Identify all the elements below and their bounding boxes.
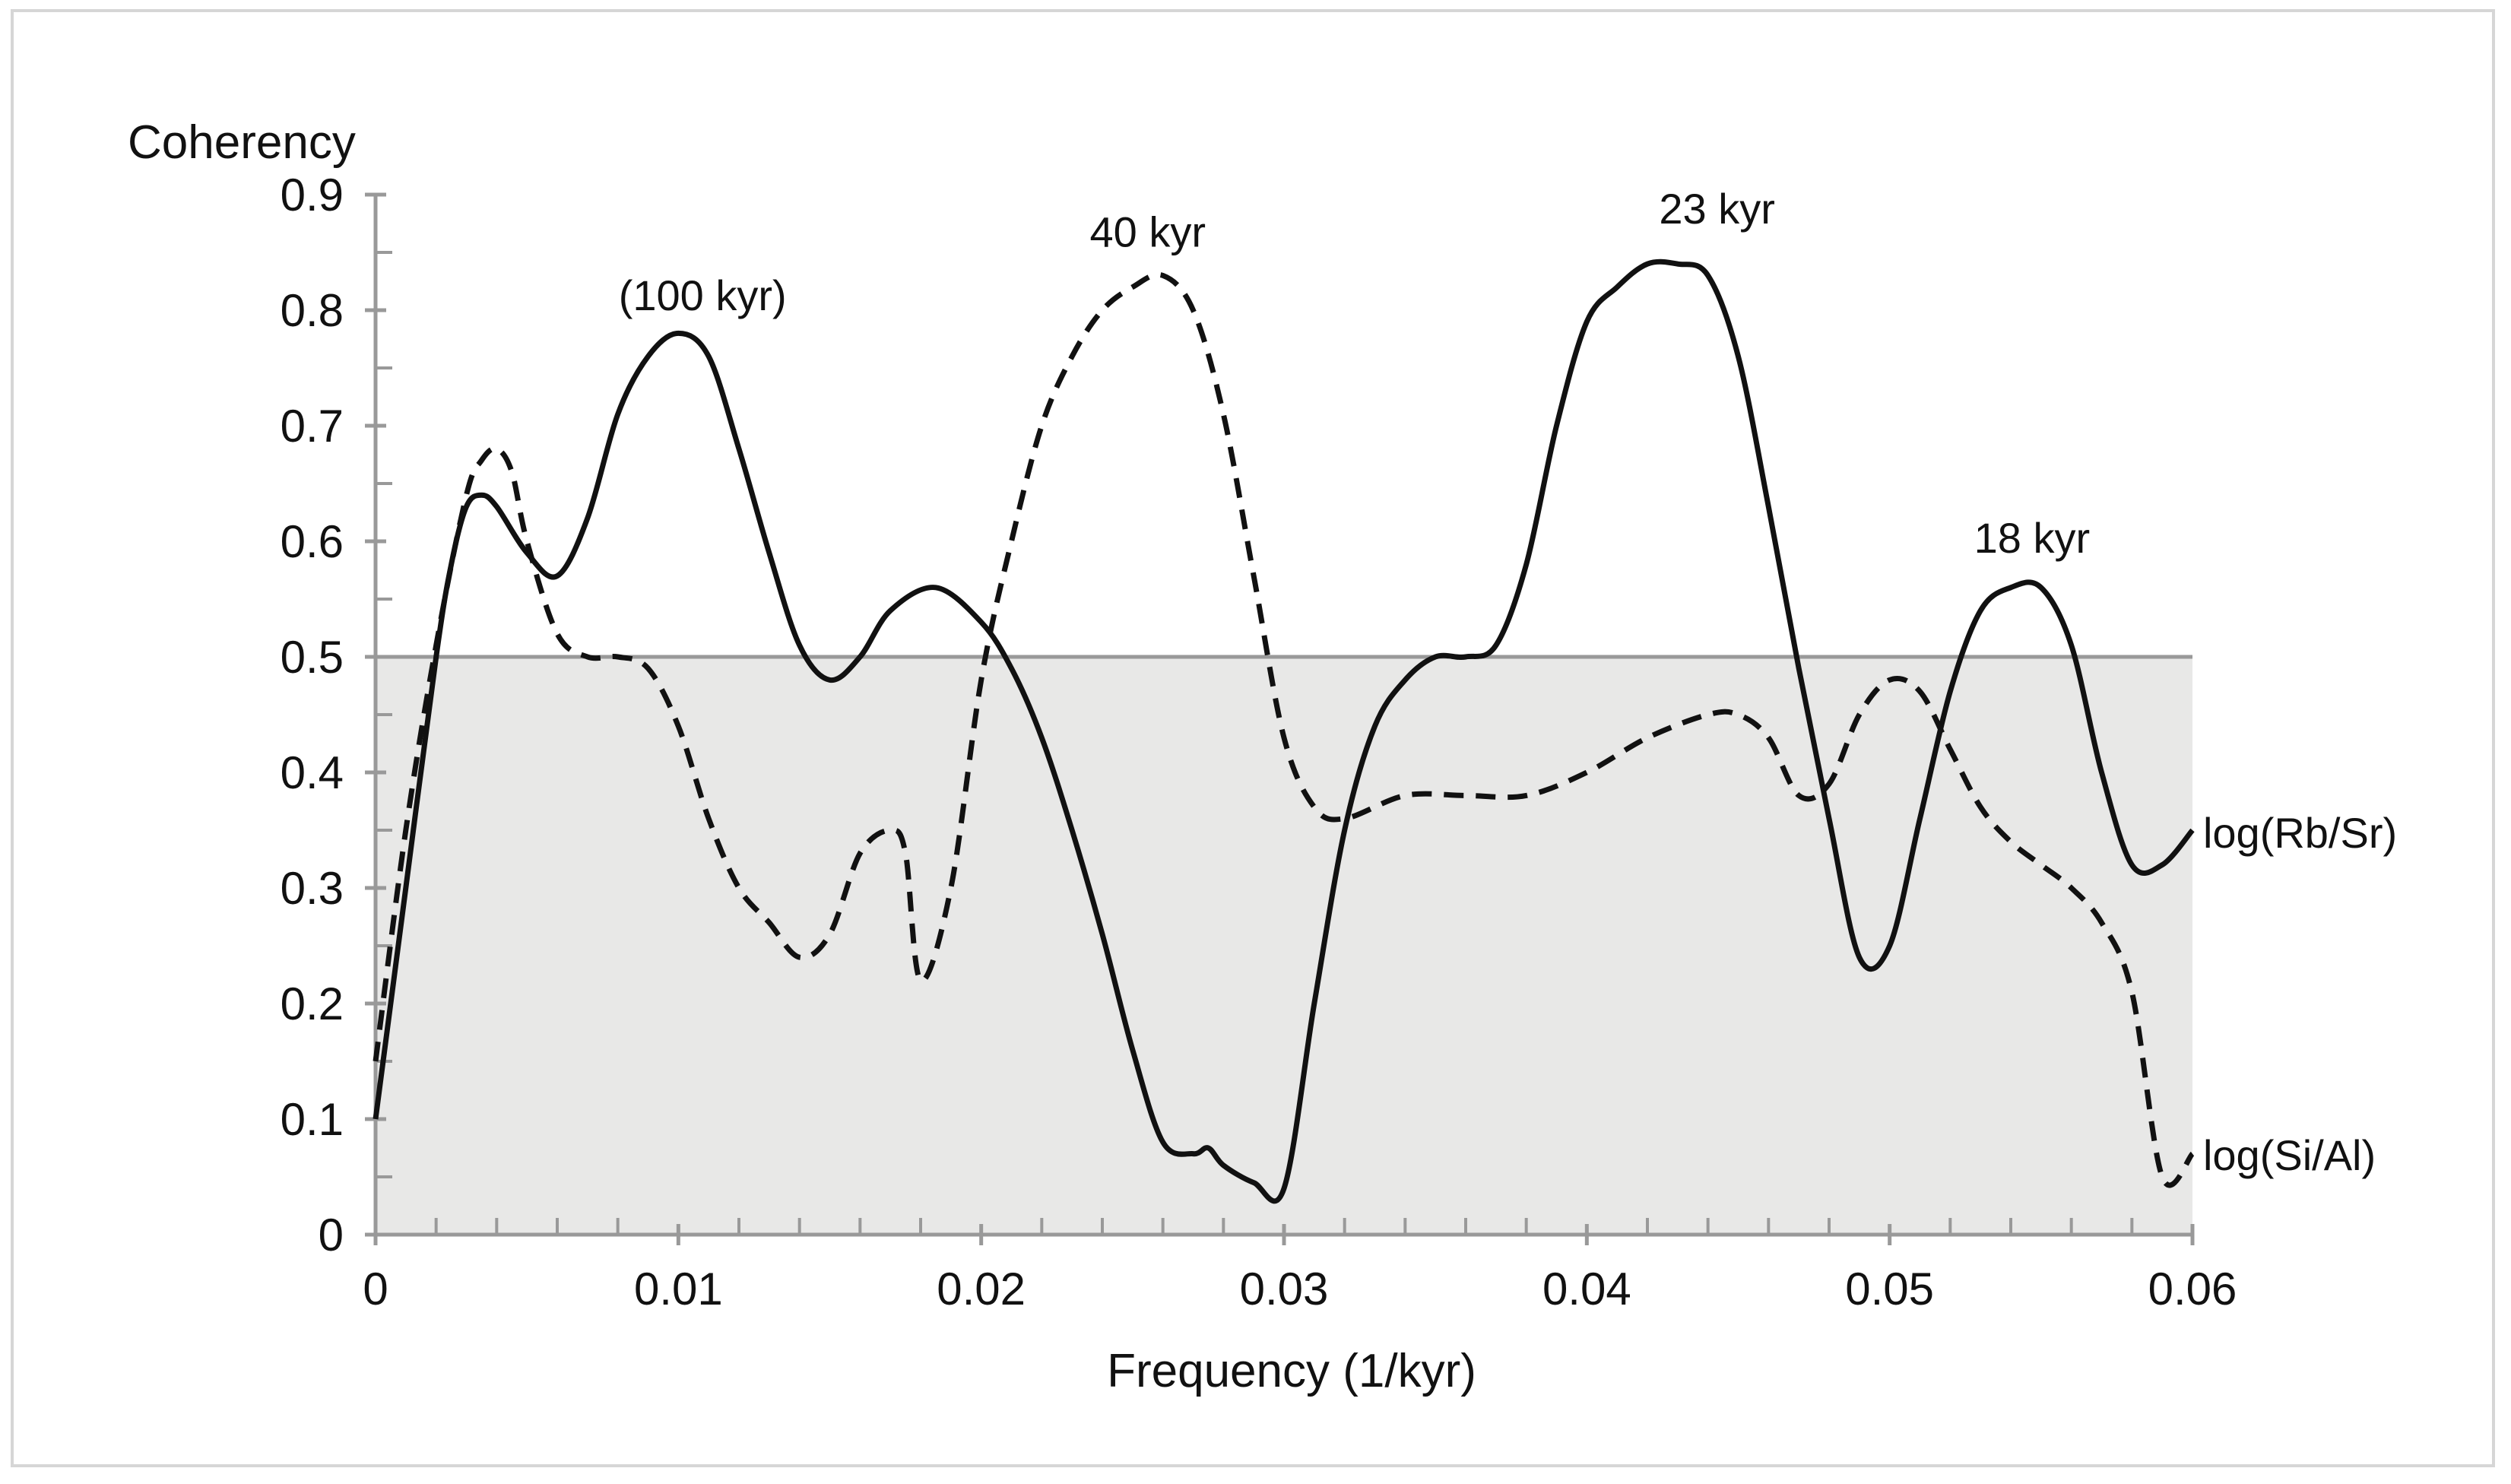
y-tick-label: 0.4 (281, 747, 344, 798)
y-tick-label: 0.9 (281, 170, 344, 220)
y-tick-label: 0.2 (281, 978, 344, 1029)
x-axis-title: Frequency (1/kyr) (1107, 1345, 1476, 1397)
axes: 0 0.1 0.2 0.3 0.4 0.5 0.6 0.7 0.8 0.9 0 0.01 0.02 0.0… (281, 170, 2237, 1314)
x-tick-label: 0 (363, 1264, 388, 1314)
peak-annotation: 18 kyr (1974, 514, 2091, 562)
y-tick-label: 0.1 (281, 1094, 344, 1145)
series-label-rb-sr: log(Rb/Sr) (2203, 809, 2397, 857)
y-tick-label: 0 (319, 1210, 344, 1260)
y-tick-label: 0.7 (281, 401, 344, 452)
peak-annotation: (100 kyr) (619, 271, 787, 319)
x-tick-label: 0.02 (937, 1264, 1026, 1314)
y-tick-label: 0.3 (281, 863, 344, 914)
x-tick-label: 0.04 (1542, 1264, 1631, 1314)
chart-frame: 0 0.1 0.2 0.3 0.4 0.5 0.6 0.7 0.8 0.9 0 0.01 0.02 0.0… (11, 9, 2495, 1467)
peak-annotation: 40 kyr (1090, 208, 1206, 255)
series-line-si-al (373, 271, 2195, 1188)
series-label-si-al: log(Si/Al) (2203, 1131, 2376, 1179)
x-tick-label: 0.03 (1240, 1264, 1329, 1314)
y-tick-label: 0.5 (281, 632, 344, 683)
peak-annotation: 23 kyr (1659, 185, 1775, 233)
x-tick-label: 0.06 (2148, 1264, 2237, 1314)
chart-labels: Coherency Frequency (1/kyr) (100 kyr) 40 … (128, 116, 2397, 1397)
series-line-rb-sr (373, 258, 2195, 1204)
x-tick-label: 0.05 (1845, 1264, 1934, 1314)
x-tick-label: 0.01 (634, 1264, 723, 1314)
coherency-chart: 0 0.1 0.2 0.3 0.4 0.5 0.6 0.7 0.8 0.9 0 0.01 0.02 0.0… (128, 116, 2397, 1397)
y-tick-label: 0.8 (281, 285, 344, 336)
y-tick-label: 0.6 (281, 516, 344, 567)
y-axis-title: Coherency (128, 116, 356, 169)
